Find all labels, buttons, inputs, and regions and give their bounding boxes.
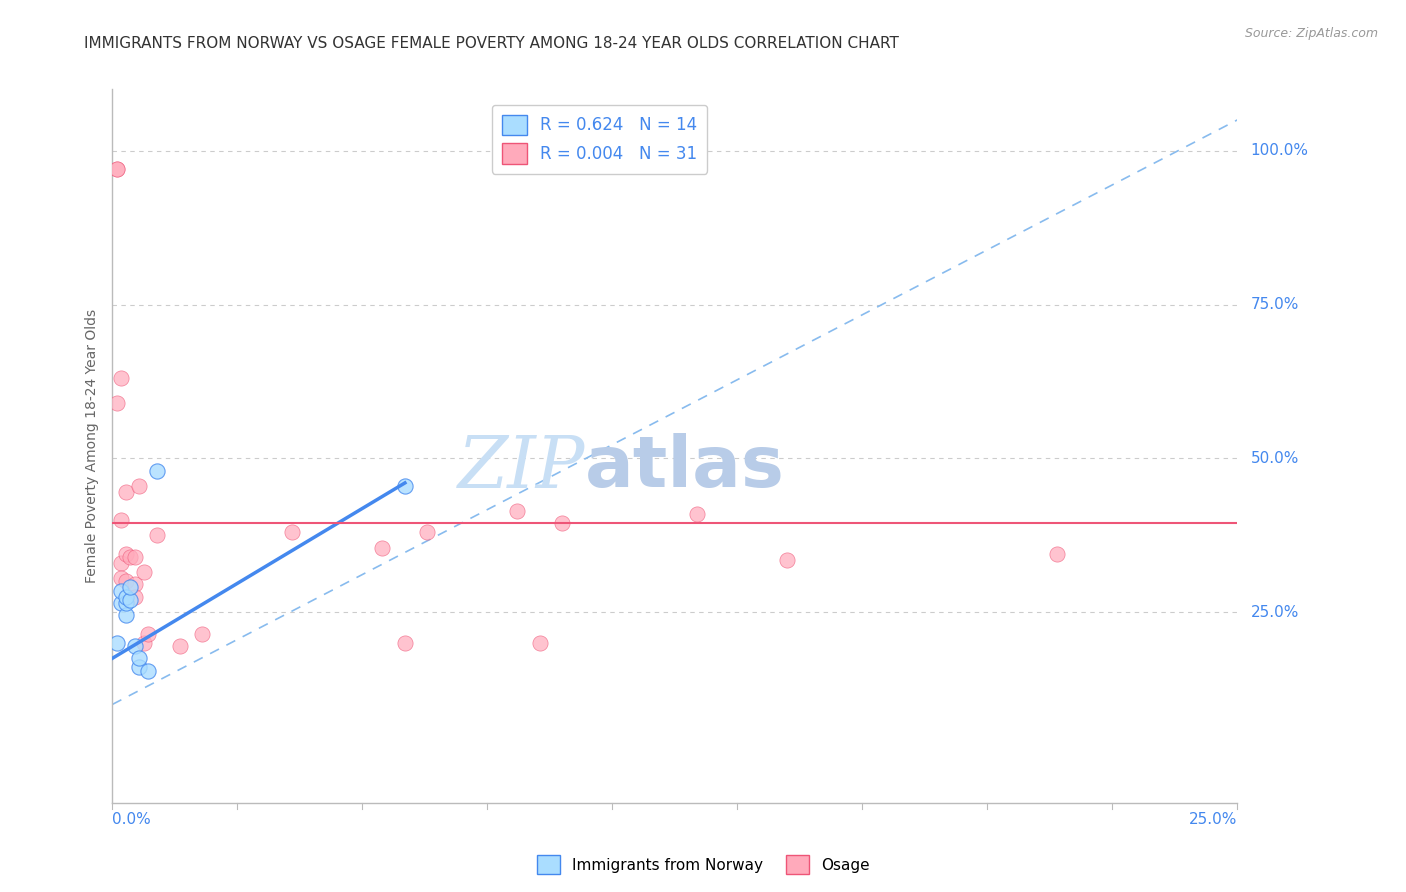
Point bbox=[146, 464, 169, 478]
Point bbox=[132, 565, 155, 579]
Text: 25.0%: 25.0% bbox=[1251, 605, 1299, 620]
Point bbox=[120, 581, 142, 595]
Point bbox=[115, 596, 138, 610]
Legend: Immigrants from Norway, Osage: Immigrants from Norway, Osage bbox=[530, 849, 876, 880]
Text: 25.0%: 25.0% bbox=[1189, 812, 1237, 827]
Point bbox=[110, 556, 132, 570]
Point bbox=[105, 396, 128, 410]
Point bbox=[115, 485, 138, 500]
Point bbox=[110, 571, 132, 585]
Point bbox=[120, 592, 142, 607]
Point bbox=[146, 528, 169, 542]
Point bbox=[124, 577, 146, 591]
Point bbox=[128, 660, 150, 674]
Point bbox=[394, 636, 416, 650]
Point bbox=[105, 162, 128, 177]
Point bbox=[124, 549, 146, 564]
Text: ZIP: ZIP bbox=[457, 432, 585, 503]
Point bbox=[529, 636, 551, 650]
Point bbox=[128, 651, 150, 665]
Point bbox=[132, 636, 155, 650]
Legend: R = 0.624   N = 14, R = 0.004   N = 31: R = 0.624 N = 14, R = 0.004 N = 31 bbox=[492, 104, 707, 174]
Point bbox=[105, 162, 128, 177]
Point bbox=[416, 525, 439, 540]
Point bbox=[506, 503, 529, 517]
Point bbox=[115, 608, 138, 623]
Point bbox=[120, 549, 142, 564]
Text: 100.0%: 100.0% bbox=[1251, 144, 1309, 158]
Point bbox=[128, 479, 150, 493]
Point bbox=[169, 639, 191, 653]
Point bbox=[394, 479, 416, 493]
Text: 50.0%: 50.0% bbox=[1251, 450, 1299, 466]
Text: Source: ZipAtlas.com: Source: ZipAtlas.com bbox=[1244, 27, 1378, 40]
Point bbox=[115, 574, 138, 589]
Point bbox=[551, 516, 574, 530]
Point bbox=[138, 664, 160, 678]
Point bbox=[776, 553, 799, 567]
Point bbox=[115, 547, 138, 561]
Point bbox=[124, 639, 146, 653]
Point bbox=[124, 590, 146, 604]
Point bbox=[686, 507, 709, 521]
Y-axis label: Female Poverty Among 18-24 Year Olds: Female Poverty Among 18-24 Year Olds bbox=[84, 309, 98, 583]
Text: 0.0%: 0.0% bbox=[112, 812, 152, 827]
Point bbox=[115, 590, 138, 604]
Text: IMMIGRANTS FROM NORWAY VS OSAGE FEMALE POVERTY AMONG 18-24 YEAR OLDS CORRELATION: IMMIGRANTS FROM NORWAY VS OSAGE FEMALE P… bbox=[84, 36, 900, 51]
Point bbox=[1046, 547, 1069, 561]
Point bbox=[110, 513, 132, 527]
Point bbox=[110, 371, 132, 385]
Text: atlas: atlas bbox=[585, 433, 785, 502]
Point bbox=[110, 583, 132, 598]
Point bbox=[110, 596, 132, 610]
Point bbox=[371, 541, 394, 555]
Point bbox=[281, 525, 304, 540]
Point bbox=[105, 636, 128, 650]
Point bbox=[138, 626, 160, 640]
Point bbox=[191, 626, 214, 640]
Text: 75.0%: 75.0% bbox=[1251, 297, 1299, 312]
